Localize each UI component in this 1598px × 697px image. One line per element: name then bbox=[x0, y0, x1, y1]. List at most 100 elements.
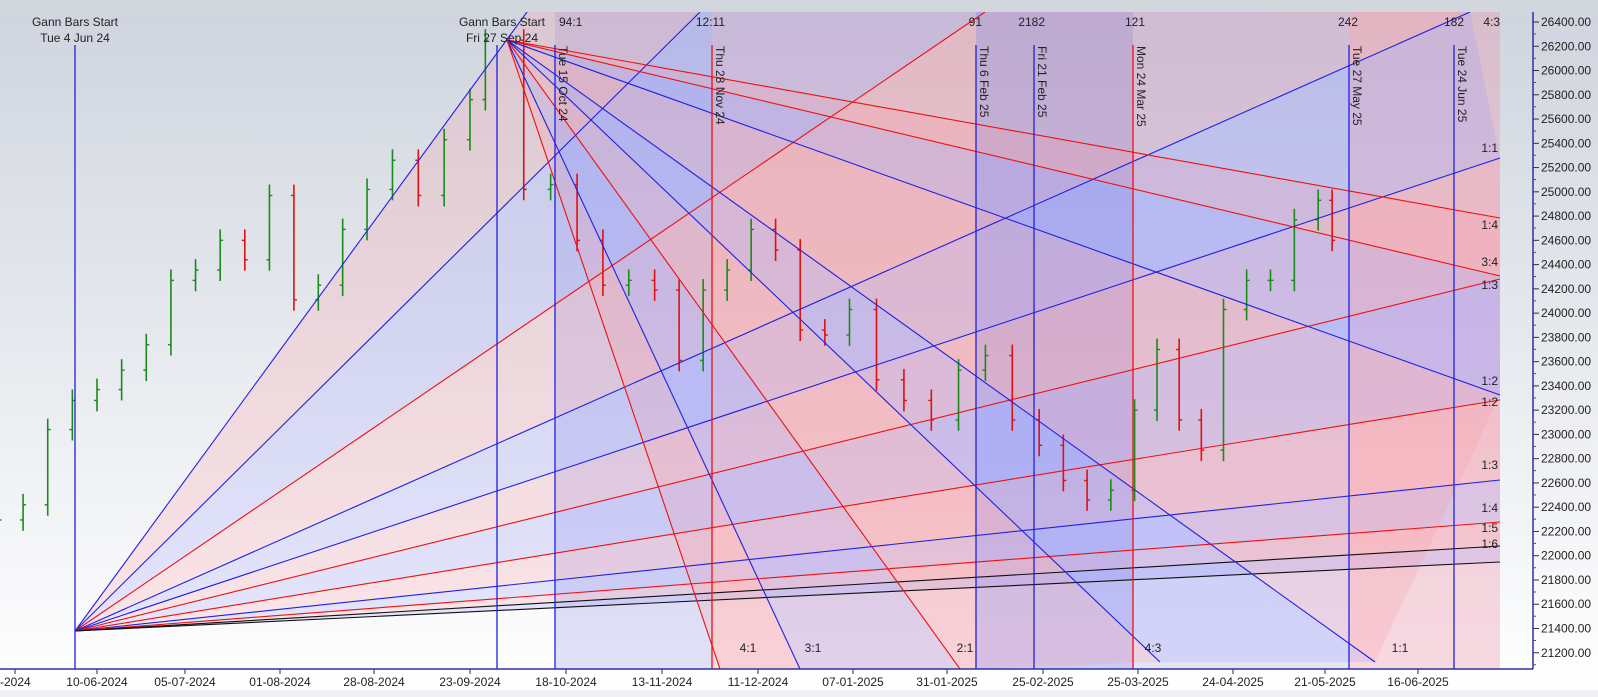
top-count-label: 2182 bbox=[1018, 15, 1045, 29]
gann-fan-line-up bbox=[74, 12, 1471, 632]
time-zone-shading bbox=[712, 12, 976, 669]
x-tick-label: 13-11-2024 bbox=[632, 675, 693, 689]
time-zone-shading bbox=[555, 12, 712, 669]
x-tick-label: 18-10-2024 bbox=[535, 675, 597, 689]
y-tick-label: 23800.00 bbox=[1541, 330, 1591, 344]
price-bar bbox=[1154, 338, 1160, 422]
footer-strip bbox=[0, 690, 1598, 697]
y-tick-label: 21200.00 bbox=[1541, 646, 1591, 660]
fan-ratio-label: 1:3 bbox=[1481, 458, 1498, 472]
fan-ratio-label-bottom: 4:3 bbox=[1145, 641, 1162, 655]
y-tick-label: 25400.00 bbox=[1541, 136, 1591, 150]
low-fan-fill bbox=[75, 12, 1500, 631]
fan-ratio-label: 1:5 bbox=[1481, 521, 1498, 535]
price-bar bbox=[192, 259, 199, 292]
x-tick-label: 25-03-2025 bbox=[1107, 675, 1169, 689]
y-tick-label: 25000.00 bbox=[1541, 185, 1591, 199]
price-bar bbox=[20, 493, 27, 531]
gann-fan-line-down bbox=[506, 39, 1501, 396]
gann-fan-line-up bbox=[74, 399, 1501, 632]
y-tick-label: 22200.00 bbox=[1541, 524, 1591, 538]
gann-start-date: Tue 4 Jun 24 bbox=[40, 31, 110, 45]
y-tick-label: 23000.00 bbox=[1541, 427, 1591, 441]
price-bar bbox=[1107, 479, 1114, 511]
x-tick-label: 24-04-2025 bbox=[1202, 675, 1264, 689]
top-count-label: 91 bbox=[969, 15, 983, 29]
price-bar bbox=[167, 269, 174, 356]
price-bar bbox=[772, 218, 779, 261]
y-tick-label: 23200.00 bbox=[1541, 403, 1591, 417]
fan-ratio-label-bottom: 3:1 bbox=[805, 641, 822, 655]
price-bar bbox=[900, 368, 907, 412]
price-bar bbox=[873, 298, 880, 391]
time-line-label: Tue 27 May 25 bbox=[1350, 46, 1364, 126]
gann-start-title: Gann Bars Start bbox=[459, 15, 546, 29]
y-tick-label: 25800.00 bbox=[1541, 88, 1591, 102]
annotations: Tue 15 Oct 24 Thu 28 Nov 24 Thu 6 Feb 25 Fr… bbox=[32, 15, 1500, 669]
fan-ratio-label-bottom: 2:1 bbox=[957, 641, 974, 655]
fan-ratio-label-bottom: 1:1 bbox=[1392, 641, 1409, 655]
x-tick-label: 28-08-2024 bbox=[343, 675, 405, 689]
price-bar bbox=[0, 519, 2, 521]
top-count-label: 94:1 bbox=[559, 15, 583, 29]
price-bar bbox=[625, 269, 632, 297]
price-bar bbox=[217, 229, 224, 281]
price-bar bbox=[955, 359, 962, 431]
price-bar bbox=[266, 184, 273, 271]
y-tick-label: 25600.00 bbox=[1541, 112, 1591, 126]
gann-fan-line-down bbox=[506, 39, 721, 669]
price-bar bbox=[339, 218, 346, 297]
gann-fan-line-down bbox=[506, 39, 961, 669]
y-tick-label: 23400.00 bbox=[1541, 379, 1591, 393]
x-tick-label: 21-05-2025 bbox=[1294, 675, 1356, 689]
gann-fan-line-up bbox=[74, 561, 1501, 632]
y-tick-label: 21800.00 bbox=[1541, 573, 1591, 587]
x-tick-label: 25-02-2025 bbox=[1012, 675, 1074, 689]
price-bar bbox=[1329, 189, 1336, 252]
price-bar bbox=[676, 279, 683, 372]
gann-fan-line-down bbox=[506, 39, 801, 669]
top-count-label: 12:11 bbox=[696, 15, 725, 29]
price-bar bbox=[1243, 269, 1250, 321]
x-tick-label: 01-08-2024 bbox=[249, 675, 311, 689]
y-tick-label: 26400.00 bbox=[1541, 15, 1591, 29]
price-bar bbox=[700, 279, 707, 372]
y-tick-label: 22800.00 bbox=[1541, 452, 1591, 466]
time-line-label: Mon 24 Mar 25 bbox=[1134, 46, 1148, 127]
fan-ratio-label: 1:4 bbox=[1481, 501, 1498, 515]
gann-fan-line-up bbox=[74, 12, 986, 632]
gann-fan-line-down bbox=[506, 39, 1161, 663]
fan-ratio-label: 1:2 bbox=[1481, 395, 1498, 409]
y-tick-label: 26200.00 bbox=[1541, 39, 1591, 53]
price-bar bbox=[441, 128, 448, 207]
fan-ratio-label: 1:3 bbox=[1481, 278, 1498, 292]
x-tick-label: 11-12-2024 bbox=[728, 675, 789, 689]
time-line-label: Thu 6 Feb 25 bbox=[977, 46, 991, 118]
top-count-label: 242 bbox=[1338, 15, 1358, 29]
gann-fan-line-up bbox=[74, 479, 1501, 632]
gann-fan-line-down bbox=[506, 39, 1376, 663]
gann-fan-line-up bbox=[74, 521, 1501, 632]
fan-ratio-label: 1:4 bbox=[1481, 218, 1498, 232]
gann-fan-line-up bbox=[74, 157, 1501, 632]
price-bar bbox=[143, 333, 150, 382]
price-bar bbox=[44, 418, 51, 516]
fan-ratio-label-bottom: 4:1 bbox=[740, 641, 757, 655]
time-zone-shading bbox=[1133, 12, 1349, 669]
y-tick-label: 22000.00 bbox=[1541, 549, 1591, 563]
price-bar bbox=[389, 149, 396, 201]
price-bar bbox=[1198, 408, 1205, 462]
header-strip bbox=[0, 0, 1598, 12]
price-bar bbox=[1060, 434, 1067, 492]
y-tick-label: 21400.00 bbox=[1541, 622, 1591, 636]
time-line-label: Tue 24 Jun 25 bbox=[1455, 46, 1469, 123]
time-line-label: Fri 21 Feb 25 bbox=[1035, 46, 1049, 118]
y-tick-label: 24800.00 bbox=[1541, 209, 1591, 223]
time-zone-shading bbox=[1349, 12, 1500, 669]
x-tick-label: 23-09-2024 bbox=[439, 675, 501, 689]
y-tick-label: 25200.00 bbox=[1541, 161, 1591, 175]
y-tick-label: 24600.00 bbox=[1541, 233, 1591, 247]
x-tick-label: 05-07-2024 bbox=[154, 675, 216, 689]
